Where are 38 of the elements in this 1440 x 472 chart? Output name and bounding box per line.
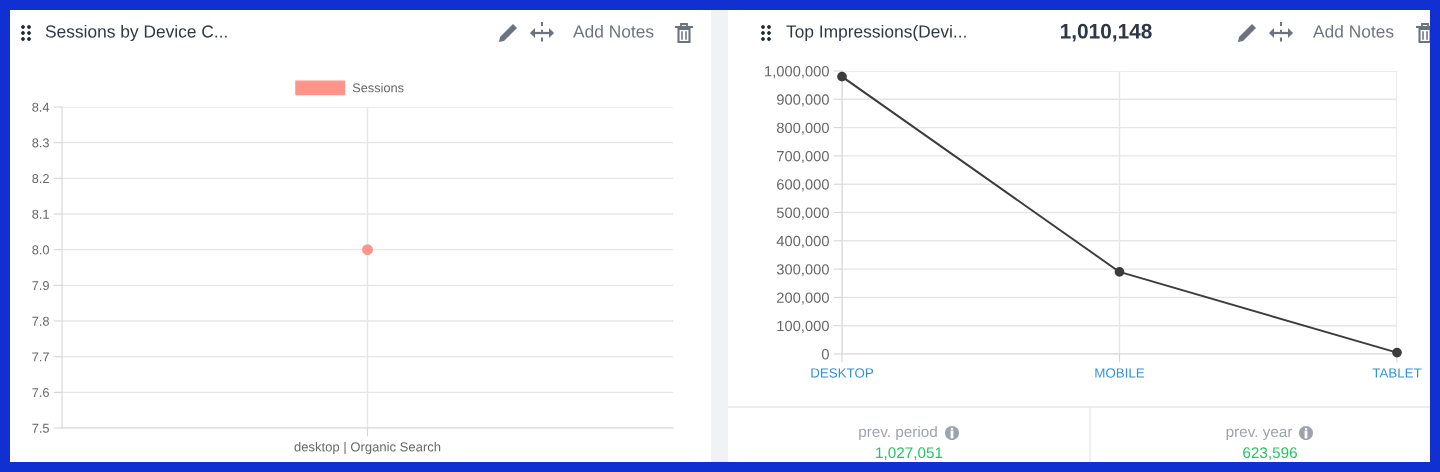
text: Add Notes — [1313, 24, 1394, 38]
text: 1,027,051 — [876, 447, 943, 460]
point — [837, 71, 847, 82]
point — [1392, 347, 1402, 358]
text: 623,596 — [1243, 447, 1297, 460]
x-tick-label: DESKTOP — [811, 368, 874, 378]
chart-subtitle: 1,010,148 — [1060, 23, 1152, 42]
y-tick-label: 7.8 — [32, 316, 49, 326]
y-tick-label: 8.2 — [32, 174, 49, 184]
y-tick-label: 900,000 — [776, 94, 829, 107]
y-tick-label: 7.7 — [32, 352, 49, 362]
y-tick-label: 400,000 — [776, 235, 829, 249]
point — [1114, 267, 1125, 277]
y-tick-label: 500,000 — [776, 207, 829, 220]
y-tick-label: 8.3 — [32, 138, 49, 148]
y-tick-label: 800,000 — [776, 122, 829, 135]
x-tick-label: desktop | Organic Search — [294, 441, 441, 455]
x-tick-label: TABLET — [1372, 368, 1422, 378]
y-tick-label: 700,000 — [777, 150, 829, 164]
y-tick-label: 8.1 — [32, 209, 49, 219]
text: prev. year — [1226, 428, 1293, 441]
chart-title: Sessions by Device C... — [45, 24, 227, 42]
y-tick-label: 0 — [821, 349, 829, 360]
legend-label: Sessions — [352, 82, 404, 93]
y-tick-label: 7.9 — [32, 281, 49, 291]
y-tick-label: 300,000 — [776, 264, 829, 277]
y-tick-label: 600,000 — [777, 179, 829, 192]
y-tick-label: 100,000 — [777, 320, 829, 333]
text: prev. period — [859, 425, 937, 441]
chart-title: Top Impressions(Devi... — [786, 24, 966, 42]
text: Add Notes — [573, 24, 654, 38]
y-tick-label: 7.5 — [32, 423, 49, 433]
y-tick-label: 8.0 — [32, 245, 49, 255]
y-tick-label: 1,000,000 — [765, 66, 829, 79]
x-tick-label: MOBILE — [1095, 368, 1145, 378]
y-tick-label: 7.6 — [32, 388, 49, 398]
y-tick-label: 200,000 — [777, 292, 829, 305]
y-tick-label: 8.4 — [32, 102, 50, 112]
